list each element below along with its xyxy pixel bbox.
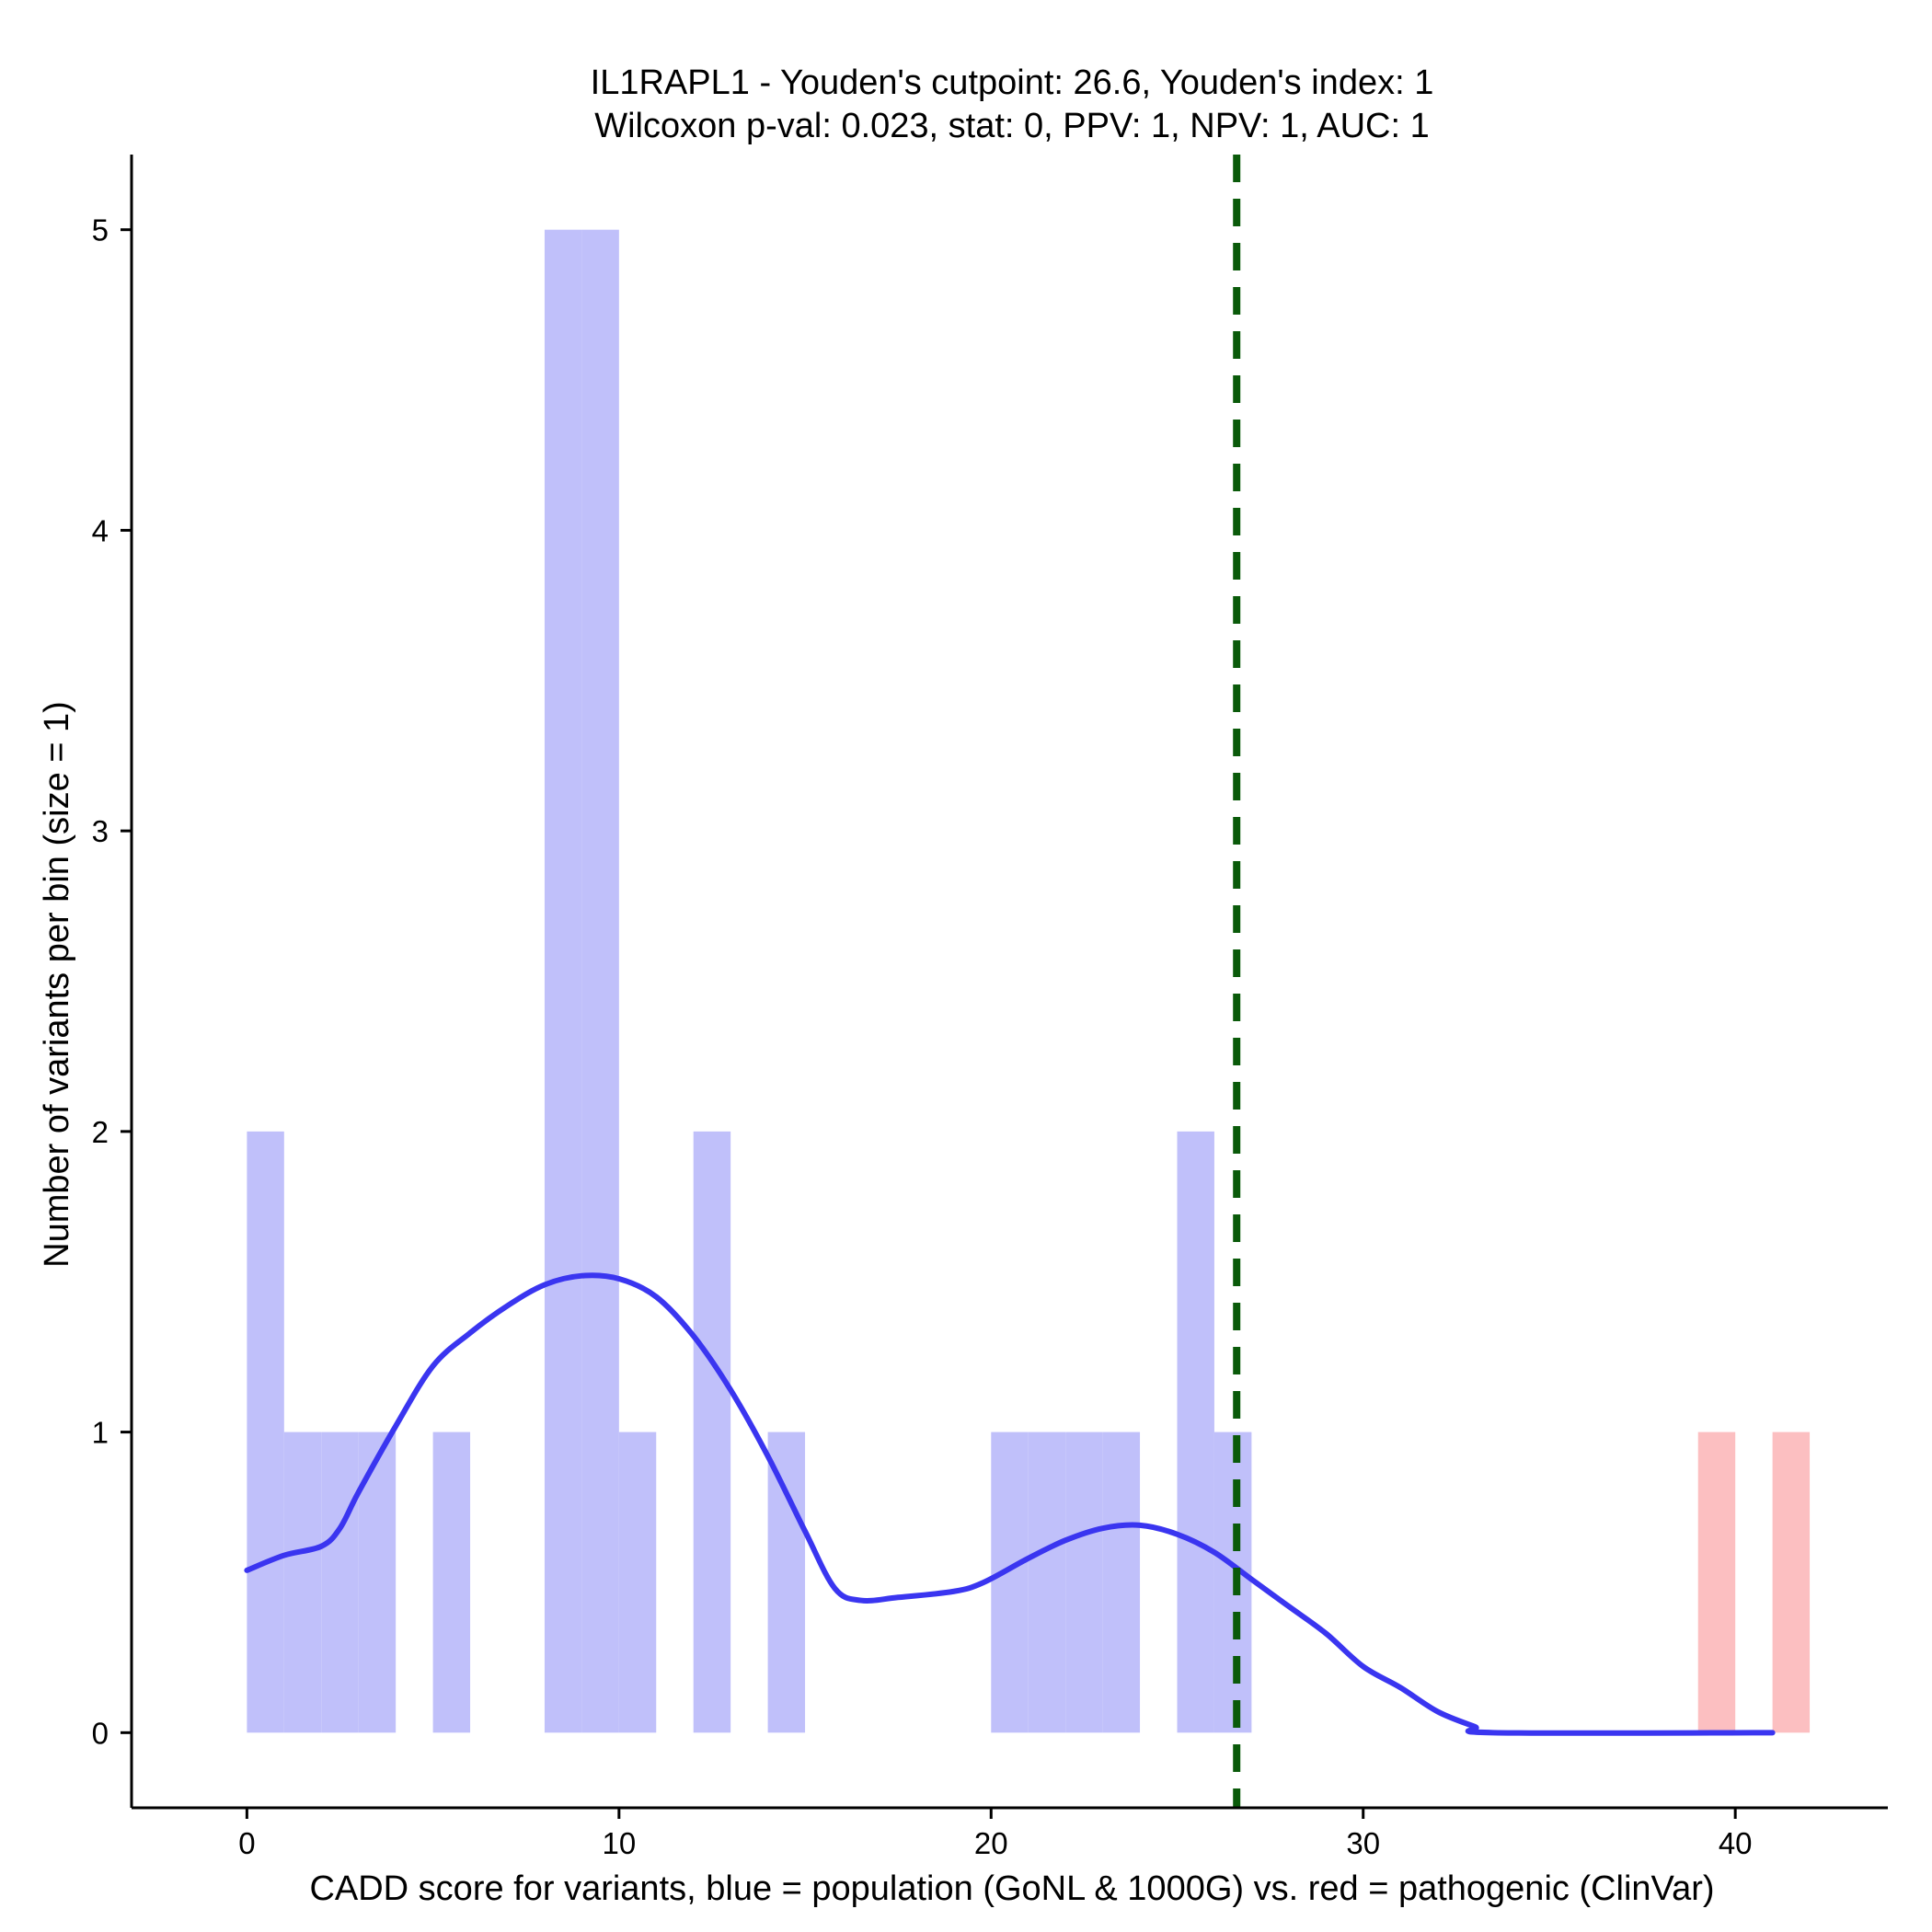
- population-bar: [321, 1432, 359, 1733]
- y-tick-label: 5: [92, 213, 109, 247]
- x-tick-label: 0: [238, 1826, 255, 1860]
- population-bar: [283, 1432, 322, 1733]
- population-bar: [1177, 1131, 1214, 1733]
- chart-title-line-2: Wilcoxon p-val: 0.023, stat: 0, PPV: 1, …: [594, 107, 1429, 145]
- x-tick-label: 10: [602, 1826, 636, 1860]
- chart-title-line-1: IL1RAPL1 - Youden's cutpoint: 26.6, Youd…: [591, 63, 1434, 102]
- population-bar: [1213, 1432, 1252, 1733]
- population-bar: [581, 229, 619, 1733]
- x-tick-label: 40: [1719, 1826, 1753, 1860]
- density-curve-layer: [244, 1272, 1776, 1736]
- x-tick-label: 30: [1346, 1826, 1380, 1860]
- pathogenic-bar: [1697, 1432, 1736, 1733]
- population-bar: [247, 1131, 284, 1733]
- population-bar: [1028, 1432, 1066, 1733]
- y-tick-label: 1: [92, 1416, 109, 1450]
- population-bar: [544, 229, 582, 1733]
- pathogenic-bar: [1772, 1432, 1811, 1733]
- population-bar: [991, 1432, 1029, 1733]
- y-tick-label: 3: [92, 814, 109, 848]
- population-bar: [432, 1432, 471, 1733]
- x-tick-label: 20: [974, 1826, 1008, 1860]
- y-axis-ticks: 0 1 2 3 4 5: [92, 213, 132, 1750]
- x-axis-title: CADD score for variants, blue = populati…: [309, 1869, 1714, 1908]
- population-bar: [1102, 1432, 1141, 1733]
- y-tick-label: 0: [92, 1716, 109, 1750]
- population-bar: [693, 1131, 731, 1733]
- y-axis-title: Number of variants per bin (size = 1): [38, 701, 76, 1268]
- y-tick-label: 2: [92, 1115, 109, 1149]
- density-curve: [244, 1272, 1776, 1736]
- population-bar: [1065, 1432, 1103, 1733]
- histogram-bars: [247, 229, 1811, 1733]
- population-bar: [618, 1432, 657, 1733]
- x-axis-ticks: 0 10 20 30 40: [238, 1808, 1753, 1860]
- population-bar: [767, 1432, 806, 1733]
- y-tick-label: 4: [92, 513, 109, 547]
